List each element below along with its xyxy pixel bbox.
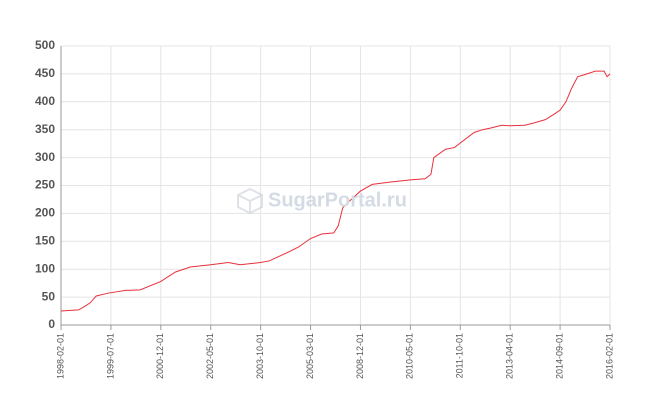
watermark-logo — [237, 187, 263, 215]
x-tick-label: 2014-09-01 — [554, 333, 564, 379]
x-tick-label: 2013-04-01 — [505, 333, 515, 379]
x-tick-label: 2002-05-01 — [205, 333, 215, 379]
x-tick-label: 2010-05-01 — [405, 333, 415, 379]
x-tick-label: 2008-12-01 — [355, 333, 365, 379]
y-tick-label: 400 — [35, 94, 55, 108]
y-tick-label: 450 — [35, 66, 55, 80]
x-tick-label: 2011-10-01 — [455, 333, 465, 378]
x-tick-label: 2000-12-01 — [155, 333, 165, 379]
x-tick-label: 2016-02-01 — [604, 333, 614, 379]
watermark: SugarPortal.ru — [268, 189, 407, 211]
x-tick-label: 2005-03-01 — [305, 333, 315, 379]
y-tick-label: 0 — [48, 317, 55, 331]
y-tick-label: 150 — [35, 233, 55, 247]
y-tick-label: 300 — [35, 150, 55, 164]
y-tick-label: 50 — [42, 289, 56, 303]
x-tick-label: 1998-02-01 — [55, 333, 65, 379]
y-tick-label: 250 — [35, 178, 55, 192]
y-tick-label: 200 — [35, 206, 55, 220]
y-tick-label: 500 — [35, 38, 55, 52]
plot: 0 50 100 150 200 250 300 350 400 450 500 1998-02-01… — [35, 38, 614, 379]
y-tick-label: 350 — [35, 122, 55, 136]
line-series — [60, 70, 611, 312]
y-tick-label: 100 — [35, 261, 55, 275]
x-tick-label: 1999-07-01 — [105, 333, 115, 379]
x-tick-label: 2003-10-01 — [255, 333, 265, 379]
